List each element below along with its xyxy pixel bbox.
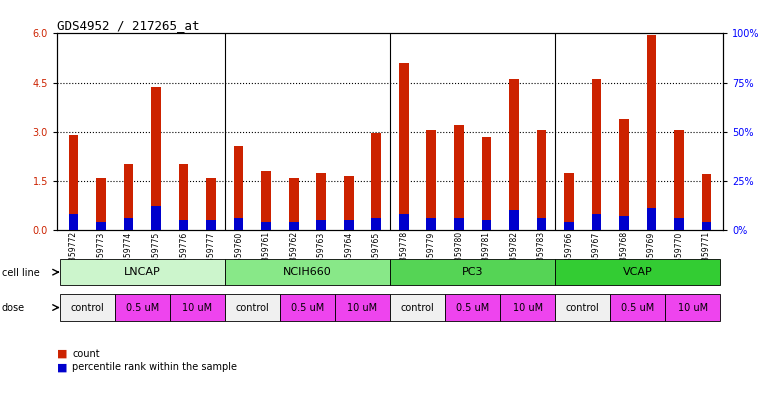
Text: 0.5 uM: 0.5 uM (621, 303, 654, 312)
Bar (665, 294, 720, 321)
Text: percentile rank within the sample: percentile rank within the sample (72, 362, 237, 373)
Bar (234, 146, 244, 230)
Bar (151, 206, 161, 230)
Bar (115, 294, 170, 321)
Bar (289, 178, 298, 230)
Bar (371, 218, 381, 230)
Bar (591, 214, 601, 230)
Bar (170, 294, 225, 321)
Text: ■: ■ (57, 362, 68, 373)
Bar (289, 222, 298, 230)
Bar (454, 125, 463, 230)
Bar (317, 220, 326, 230)
Text: 0.5 uM: 0.5 uM (126, 303, 159, 312)
Bar (564, 173, 574, 230)
Bar (390, 294, 445, 321)
Bar (261, 222, 271, 230)
Bar (371, 133, 381, 230)
Bar (206, 178, 216, 230)
Bar (702, 174, 712, 230)
Text: 0.5 uM: 0.5 uM (456, 303, 489, 312)
Text: control: control (565, 303, 600, 312)
Text: 10 uM: 10 uM (183, 303, 212, 312)
Text: LNCAP: LNCAP (124, 267, 161, 277)
Bar (179, 220, 189, 230)
Bar (344, 220, 354, 230)
Bar (97, 222, 106, 230)
Bar (702, 222, 712, 230)
Bar (225, 259, 390, 285)
Bar (426, 218, 436, 230)
Bar (619, 216, 629, 230)
Text: 0.5 uM: 0.5 uM (291, 303, 324, 312)
Text: count: count (72, 349, 100, 359)
Bar (60, 294, 115, 321)
Text: cell line: cell line (2, 268, 40, 278)
Bar (68, 214, 78, 230)
Text: GDS4952 / 217265_at: GDS4952 / 217265_at (57, 19, 199, 32)
Bar (151, 87, 161, 230)
Bar (390, 259, 555, 285)
Bar (674, 218, 683, 230)
Bar (280, 294, 335, 321)
Bar (454, 218, 463, 230)
Bar (179, 164, 189, 230)
Bar (60, 259, 225, 285)
Bar (610, 294, 665, 321)
Bar (344, 176, 354, 230)
Text: 10 uM: 10 uM (348, 303, 377, 312)
Bar (234, 218, 244, 230)
Bar (317, 173, 326, 230)
Bar (399, 214, 409, 230)
Bar (555, 294, 610, 321)
Bar (426, 130, 436, 230)
Bar (509, 79, 519, 230)
Bar (537, 130, 546, 230)
Text: 10 uM: 10 uM (512, 303, 543, 312)
Text: control: control (236, 303, 269, 312)
Bar (206, 220, 216, 230)
Bar (537, 218, 546, 230)
Bar (647, 35, 656, 230)
Bar (674, 130, 683, 230)
Text: VCAP: VCAP (622, 267, 652, 277)
Bar (335, 294, 390, 321)
Bar (124, 218, 133, 230)
Bar (591, 79, 601, 230)
Text: 10 uM: 10 uM (677, 303, 708, 312)
Bar (555, 259, 720, 285)
Text: PC3: PC3 (462, 267, 483, 277)
Bar (225, 294, 280, 321)
Bar (482, 136, 491, 230)
Bar (564, 222, 574, 230)
Bar (97, 178, 106, 230)
Bar (68, 135, 78, 230)
Bar (445, 294, 500, 321)
Bar (647, 208, 656, 230)
Bar (399, 63, 409, 230)
Text: control: control (71, 303, 104, 312)
Text: NCIH660: NCIH660 (283, 267, 332, 277)
Bar (500, 294, 555, 321)
Bar (619, 119, 629, 230)
Bar (261, 171, 271, 230)
Text: dose: dose (2, 303, 24, 313)
Bar (482, 220, 491, 230)
Bar (124, 164, 133, 230)
Bar (509, 210, 519, 230)
Text: control: control (400, 303, 435, 312)
Text: ■: ■ (57, 349, 68, 359)
